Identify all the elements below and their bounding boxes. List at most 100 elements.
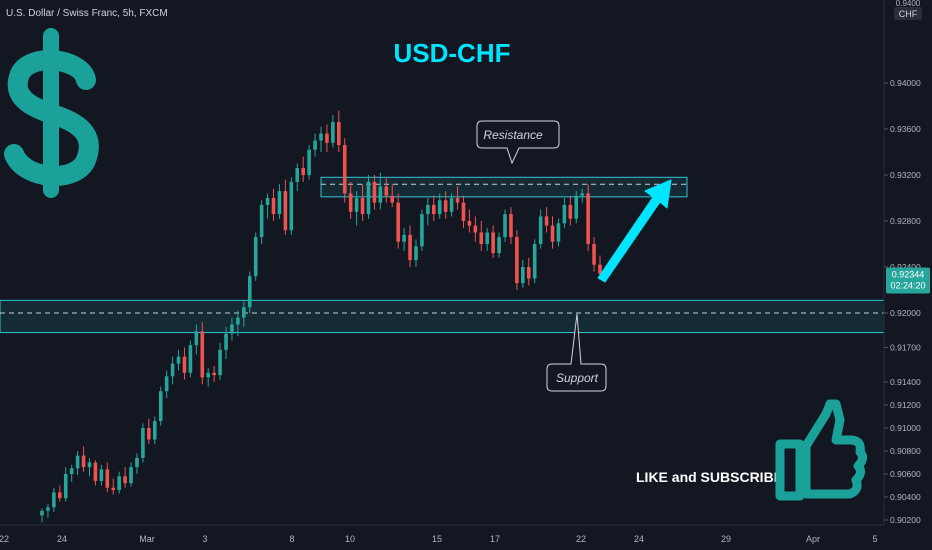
candle[interactable] — [135, 453, 139, 474]
candle[interactable] — [194, 324, 199, 355]
candle[interactable] — [63, 467, 68, 502]
candle[interactable] — [46, 503, 50, 518]
candle[interactable] — [93, 460, 98, 486]
candle[interactable] — [437, 193, 442, 219]
candle[interactable] — [532, 239, 537, 284]
currency-badge[interactable] — [894, 7, 922, 20]
candle[interactable] — [325, 124, 329, 152]
candle[interactable] — [259, 200, 264, 244]
candle[interactable] — [75, 451, 80, 476]
support-callout[interactable]: Support — [546, 313, 607, 392]
candle[interactable] — [562, 198, 567, 228]
candle[interactable] — [521, 260, 525, 288]
candle[interactable] — [354, 191, 359, 226]
candle[interactable] — [218, 342, 222, 380]
candle[interactable] — [503, 209, 507, 242]
candle[interactable] — [372, 175, 377, 210]
candle[interactable] — [431, 195, 436, 221]
candle[interactable] — [81, 446, 86, 472]
candle[interactable] — [366, 175, 371, 219]
candle[interactable] — [307, 145, 311, 180]
candle[interactable] — [182, 347, 187, 380]
candle[interactable] — [152, 416, 157, 445]
candle[interactable] — [212, 365, 216, 382]
up-arrow-icon[interactable] — [597, 179, 672, 283]
candle[interactable] — [99, 464, 104, 486]
candle[interactable] — [526, 257, 531, 286]
candle[interactable] — [384, 177, 389, 203]
candle[interactable] — [574, 191, 579, 224]
candle[interactable] — [206, 368, 211, 387]
candle[interactable] — [87, 457, 92, 477]
candle[interactable] — [236, 310, 240, 336]
candle[interactable] — [313, 133, 317, 157]
current-price-badge[interactable] — [886, 267, 930, 294]
candle[interactable] — [485, 227, 490, 251]
candle[interactable] — [242, 301, 246, 327]
candle[interactable] — [123, 467, 127, 488]
candle[interactable] — [271, 188, 276, 221]
candle[interactable] — [141, 423, 145, 463]
candle[interactable] — [360, 184, 365, 221]
candle[interactable] — [247, 271, 252, 313]
candle[interactable] — [277, 184, 282, 219]
candle[interactable] — [449, 193, 454, 217]
candle[interactable] — [473, 216, 478, 242]
candle[interactable] — [253, 232, 258, 281]
candle[interactable] — [544, 207, 549, 233]
candle[interactable] — [509, 207, 513, 244]
candle[interactable] — [479, 221, 484, 251]
candle[interactable] — [69, 464, 74, 483]
candle[interactable] — [420, 209, 424, 251]
candle[interactable] — [105, 462, 110, 493]
thumbs-up-icon[interactable] — [775, 399, 868, 501]
candle[interactable] — [467, 209, 472, 233]
candle[interactable] — [550, 216, 555, 249]
candle[interactable] — [348, 181, 353, 219]
candle[interactable] — [390, 184, 395, 208]
candle[interactable] — [378, 172, 383, 210]
candle[interactable] — [580, 188, 584, 203]
resistance-zone[interactable] — [320, 176, 688, 198]
candle[interactable] — [455, 186, 460, 210]
support-zone[interactable] — [0, 299, 885, 334]
candle[interactable] — [289, 177, 294, 235]
candle[interactable] — [426, 198, 430, 226]
candle[interactable] — [592, 237, 596, 272]
candle[interactable] — [515, 230, 519, 290]
candle[interactable] — [301, 156, 305, 182]
candle[interactable] — [331, 115, 335, 148]
candle[interactable] — [491, 225, 495, 258]
candle[interactable] — [176, 349, 181, 371]
candle[interactable] — [443, 191, 448, 219]
candle[interactable] — [337, 110, 341, 152]
candle[interactable] — [158, 386, 163, 426]
candle[interactable] — [147, 418, 151, 445]
candle[interactable] — [319, 126, 323, 152]
time-axis[interactable]: 22 24 Mar 3 8 10 15 17 22 24 29 Apr 5 — [0, 524, 884, 550]
candle[interactable] — [586, 184, 590, 251]
candle[interactable] — [408, 225, 412, 267]
candle[interactable] — [129, 462, 133, 487]
candle[interactable] — [402, 227, 406, 251]
candle[interactable] — [414, 239, 418, 267]
candle[interactable] — [164, 370, 169, 399]
candle[interactable] — [188, 340, 193, 378]
candle[interactable] — [117, 471, 121, 494]
resistance-callout[interactable]: Resistance — [476, 120, 560, 165]
candle[interactable] — [265, 193, 270, 219]
candle[interactable] — [538, 209, 543, 249]
candle[interactable] — [224, 326, 228, 359]
candle[interactable] — [111, 478, 116, 495]
candle[interactable] — [295, 163, 300, 192]
candle[interactable] — [170, 356, 175, 385]
candle[interactable] — [461, 195, 466, 228]
price-axis[interactable]: 0.9400 CHF 0.94000 0.93600 0.93200 0.92800 0… — [883, 0, 932, 550]
candle[interactable] — [283, 179, 288, 235]
candle[interactable] — [342, 138, 347, 203]
candle[interactable] — [40, 508, 44, 523]
candle[interactable] — [52, 487, 56, 512]
candle[interactable] — [200, 322, 205, 385]
candle[interactable] — [497, 232, 501, 258]
